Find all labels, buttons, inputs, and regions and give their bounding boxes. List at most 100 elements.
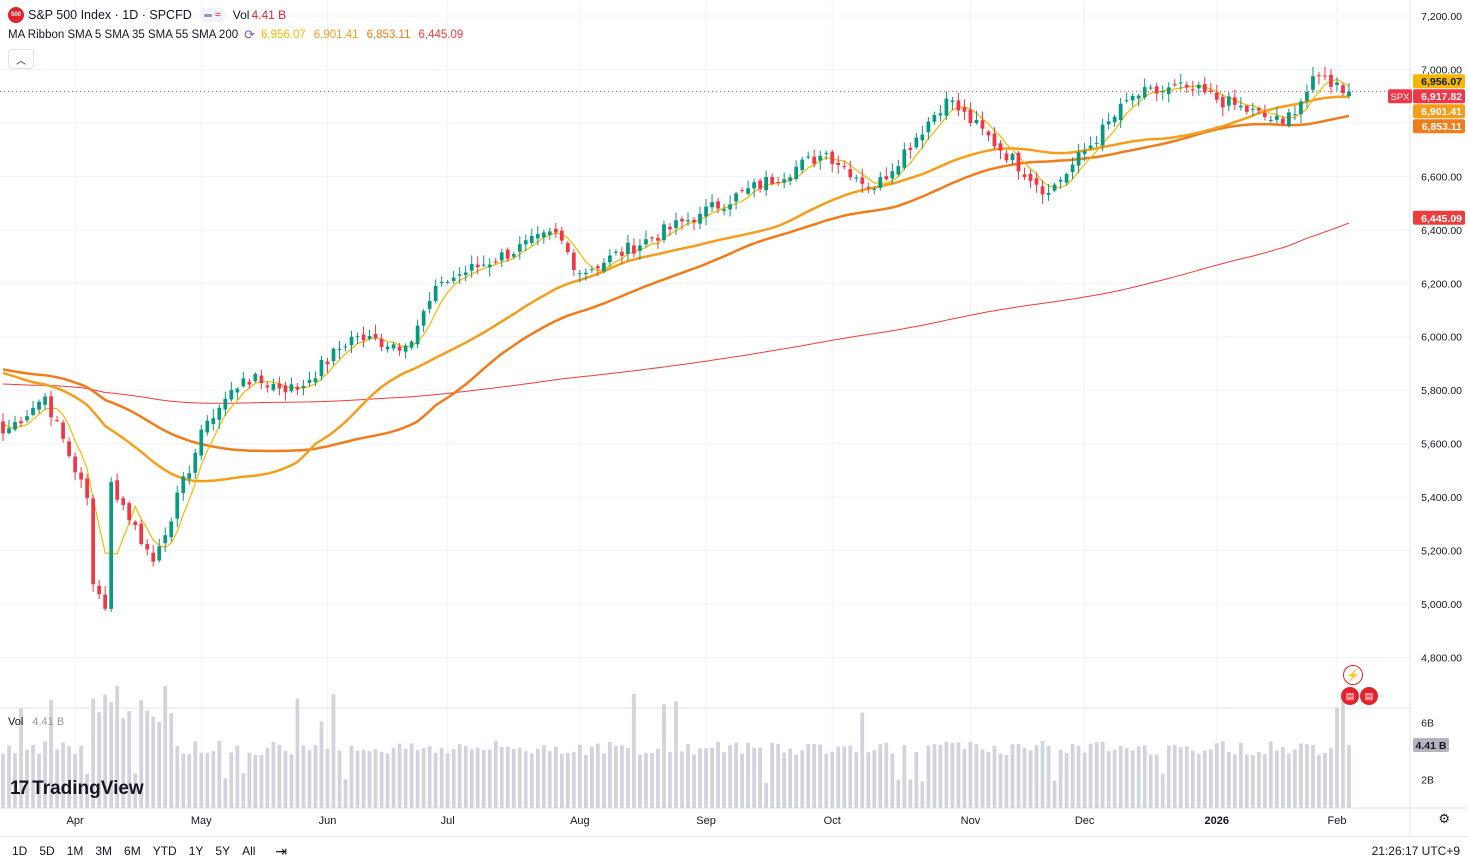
price-tick-label: 7,000.00: [1421, 64, 1462, 76]
candle-body: [1010, 154, 1015, 161]
volume-bar: [596, 743, 600, 808]
range-5y[interactable]: 5Y: [215, 844, 231, 858]
candle-body: [1184, 84, 1189, 88]
calendar-goto-icon[interactable]: ⇥: [275, 842, 288, 859]
volume-bar: [61, 742, 65, 808]
candle-body: [91, 498, 95, 585]
volume-bar: [271, 741, 276, 808]
flag-icon[interactable]: ▤: [1341, 687, 1359, 705]
candle-body: [668, 226, 672, 230]
volume-bar: [367, 751, 372, 808]
time-axis-labels: Apr May Jun Jul Aug Sep Oct Nov Dec 2026 Feb: [67, 815, 1347, 827]
candle-body: [349, 336, 354, 346]
candle-body: [157, 546, 162, 561]
volume-bar: [523, 751, 528, 808]
candle-body: [523, 240, 528, 245]
collapse-legend-button[interactable]: ︿: [8, 49, 34, 69]
candle-body: [139, 523, 144, 545]
volume-bar: [1160, 773, 1165, 808]
candle-body: [487, 264, 492, 268]
volume-bar: [409, 743, 414, 808]
candle-body: [872, 188, 877, 190]
candle-body: [974, 120, 979, 124]
volume-bar: [848, 745, 853, 808]
symbol-tag-bg: [1388, 89, 1412, 104]
candle-body: [812, 156, 817, 164]
candle-body: [650, 237, 654, 239]
clock[interactable]: 21:26:17 UTC+9: [1371, 844, 1460, 858]
sma5-line: [2, 78, 1350, 555]
volume-bar: [1124, 747, 1129, 808]
volume-bar: [397, 743, 402, 808]
volume-bar: [626, 748, 630, 808]
range-1d[interactable]: 1D: [12, 844, 28, 858]
symbol-title[interactable]: S&P 500 Index · 1D · SPCFD: [28, 8, 192, 22]
range-3m[interactable]: 3M: [95, 844, 113, 858]
tradingview-watermark[interactable]: 17 TradingView: [10, 778, 144, 800]
ma-ribbon: [2, 78, 1350, 555]
price-tick-label: 6,000.00: [1421, 332, 1462, 344]
volume-bar: [553, 746, 558, 808]
candle-body: [337, 348, 342, 350]
candle-body: [1317, 75, 1321, 77]
symbol-logo[interactable]: 500: [8, 7, 24, 23]
volume-bar: [890, 753, 895, 808]
candle-body: [914, 137, 919, 148]
range-ytd[interactable]: YTD: [152, 844, 177, 858]
volume-bar: [1244, 754, 1249, 808]
candle-body: [1305, 91, 1309, 101]
volume-bar: [295, 698, 300, 808]
range-1y[interactable]: 1Y: [188, 844, 204, 858]
lightning-icon[interactable]: ⚡: [1343, 665, 1363, 685]
chart-type-toggle[interactable]: ≈: [199, 8, 225, 22]
candle-body: [571, 252, 576, 270]
candle-body: [800, 159, 805, 170]
candle-body: [1148, 87, 1153, 89]
volume-axis-ticks: 6B 2B 4.41 B: [1413, 717, 1449, 786]
volume-label-bg: [1413, 738, 1449, 752]
volume-bar: [1022, 747, 1027, 808]
volume-bar: [175, 746, 180, 808]
range-1m[interactable]: 1M: [66, 844, 84, 858]
candle-body: [253, 373, 258, 382]
volume-bar: [980, 749, 985, 808]
ma-ribbon-label[interactable]: MA Ribbon SMA 5 SMA 35 SMA 55 SMA 200: [8, 29, 239, 41]
candle-body: [415, 325, 420, 345]
candle-body: [391, 344, 396, 349]
range-6m[interactable]: 6M: [124, 844, 141, 858]
price-tick-label: 6,600.00: [1421, 171, 1462, 183]
volume-bar: [67, 746, 71, 808]
candle-body: [1244, 105, 1249, 112]
price-tick-label: 5,200.00: [1421, 546, 1462, 558]
candle-body: [1329, 74, 1333, 87]
volume-bar: [1196, 754, 1201, 808]
candle-body: [373, 333, 378, 339]
candle-body: [433, 285, 438, 301]
candle-body: [25, 416, 29, 421]
gear-icon[interactable]: ⚙: [1438, 811, 1450, 826]
volume-tick-label: 2B: [1421, 774, 1434, 786]
volume-bar: [439, 747, 444, 808]
candle-body: [1118, 103, 1123, 120]
volume-bar: [493, 740, 498, 808]
candle-body: [944, 98, 949, 116]
volume-bar: [632, 693, 636, 808]
volume-bar: [97, 712, 102, 808]
price-axis-labels: 6,956.07 6,917.82 SPX 6,901.41 6,853.11 6,445…: [1388, 74, 1465, 225]
range-5d[interactable]: 5D: [39, 844, 55, 858]
volume-bar: [806, 743, 811, 808]
volume-bar: [1335, 707, 1339, 808]
candle-body: [445, 281, 450, 283]
ma-ribbon-legend[interactable]: MA Ribbon SMA 5 SMA 35 SMA 55 SMA 200 ⟳ …: [8, 27, 471, 43]
price-chart[interactable]: 7,200.007,000.006,800.006,600.006,400.00…: [0, 0, 1468, 836]
range-all[interactable]: All: [242, 844, 256, 858]
candle-body: [1004, 153, 1009, 161]
candle-body: [169, 521, 174, 537]
volume-bar: [662, 704, 666, 808]
volume-bar: [337, 750, 342, 808]
candle-body: [1196, 84, 1201, 89]
volume-bar: [1, 753, 5, 808]
price-tick-label: 5,000.00: [1421, 599, 1462, 611]
candle-body: [1281, 118, 1285, 124]
flag-icon[interactable]: ▤: [1360, 687, 1378, 705]
